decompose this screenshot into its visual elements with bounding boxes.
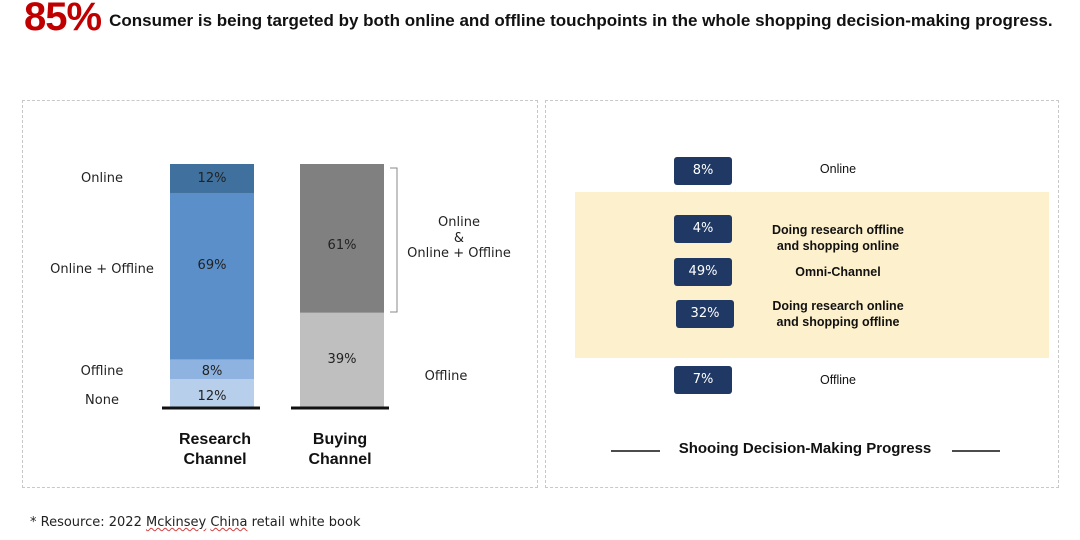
research-title-line2: Channel bbox=[183, 451, 247, 468]
footnote-prefix: * Resource: 2022 bbox=[30, 515, 146, 530]
research-value-offline: 8% bbox=[201, 364, 223, 379]
buying-value-bottom: 39% bbox=[327, 352, 357, 367]
research-bar-segment-3 bbox=[170, 379, 254, 408]
buying-title-line2: Channel bbox=[308, 451, 372, 468]
pill-omni-channel: 49% bbox=[674, 258, 732, 286]
footnote: * Resource: 2022 Mckinsey China retail w… bbox=[30, 515, 361, 530]
row-label-online: Online bbox=[819, 162, 857, 176]
footnote-china: China bbox=[210, 515, 248, 530]
buying-bar-segment-1 bbox=[300, 312, 384, 408]
footnote-suffix: retail white book bbox=[247, 515, 361, 530]
omni-channel-highlight bbox=[575, 192, 1049, 358]
research-label-none: None bbox=[85, 393, 119, 408]
pill-research-online: 32% bbox=[676, 300, 734, 328]
research-buying-panel bbox=[22, 100, 538, 488]
row-label-research-offline-line1: Doing research offline bbox=[772, 223, 904, 237]
research-label-offline: Offline bbox=[80, 364, 124, 379]
research-bar-segment-0 bbox=[170, 164, 254, 193]
buying-title-line1: Buying bbox=[312, 431, 368, 448]
research-channel-title: Research Channel bbox=[160, 430, 270, 470]
pill-online: 8% bbox=[674, 157, 732, 185]
headline: 85% Consumer is being targeted by both on… bbox=[24, 0, 1064, 37]
research-value-none: 12% bbox=[197, 389, 227, 404]
pill-research-offline: 4% bbox=[674, 215, 732, 243]
buying-label-offline: Offline bbox=[424, 369, 468, 384]
progress-title: Shooing Decision-Making Progress bbox=[678, 440, 932, 457]
row-label-research-offline-line2: and shopping online bbox=[776, 239, 900, 253]
research-bar-segment-2 bbox=[170, 359, 254, 380]
buying-value-top: 61% bbox=[327, 238, 357, 253]
buying-label-online-offline: Online + Offline bbox=[407, 246, 511, 261]
buying-label-online: Online bbox=[438, 215, 480, 230]
row-label-offline: Offline bbox=[820, 373, 856, 387]
row-label-research-online: Doing research online and shopping offli… bbox=[758, 298, 918, 330]
buying-label-ampersand: & bbox=[453, 231, 465, 246]
research-value-online: 12% bbox=[197, 171, 227, 186]
research-value-online-offline: 69% bbox=[197, 258, 227, 273]
row-label-omni-channel: Omni-Channel bbox=[795, 265, 881, 279]
row-label-research-offline: Doing research offline and shopping onli… bbox=[758, 222, 918, 254]
headline-text: Consumer is being targeted by both onlin… bbox=[109, 11, 1053, 30]
research-title-line1: Research bbox=[178, 431, 252, 448]
research-label-online-offline: Online + Offline bbox=[50, 262, 154, 277]
pill-offline: 7% bbox=[674, 366, 732, 394]
footnote-mckinsey: Mckinsey bbox=[145, 515, 207, 530]
buying-channel-title: Buying Channel bbox=[285, 430, 395, 470]
online-bracket bbox=[390, 167, 398, 313]
research-bar-segment-1 bbox=[170, 192, 254, 360]
decision-progress-panel bbox=[545, 100, 1059, 488]
buying-bar-segment-0 bbox=[300, 164, 384, 313]
row-label-research-online-line1: Doing research online bbox=[772, 299, 904, 313]
row-label-research-online-line2: and shopping offline bbox=[776, 315, 900, 329]
headline-percent: 85% bbox=[24, 0, 102, 39]
research-label-online: Online bbox=[81, 171, 123, 186]
